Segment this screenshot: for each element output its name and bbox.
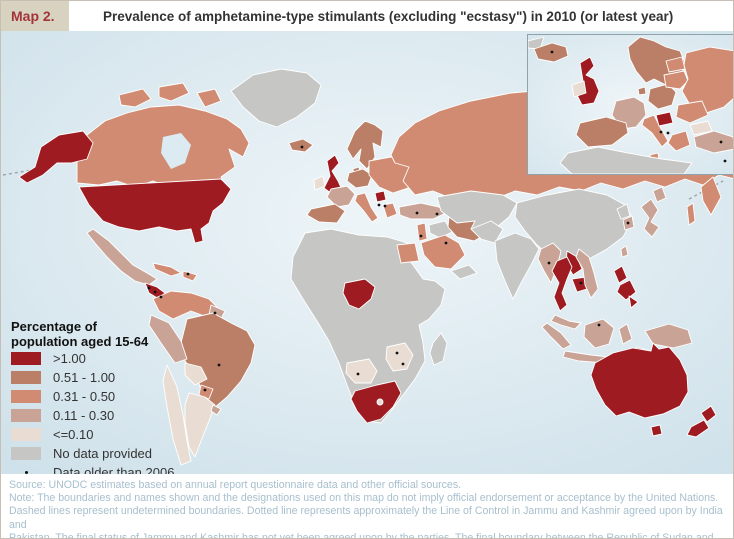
region-chile: [162, 364, 192, 466]
inset-romania-hungary: [675, 100, 709, 124]
legend-item: 0.11 - 0.30: [11, 406, 201, 425]
legend-item: 0.31 - 0.50: [11, 387, 201, 406]
region-iceland: [288, 138, 314, 153]
legend-swatch: [11, 352, 41, 365]
inset-bulgaria: [689, 120, 713, 136]
legend-item-label: 0.11 - 0.30: [53, 408, 115, 423]
inset-bosnia: [655, 111, 674, 127]
region-cuba: [152, 262, 182, 277]
region-madagascar: [429, 332, 448, 366]
region-south-africa: [350, 380, 402, 424]
inset-spain-portugal: [575, 116, 629, 148]
region-united-states: [78, 178, 232, 244]
region-scandinavia: [346, 120, 384, 170]
inset-turkey: [693, 130, 733, 154]
legend-swatch: [11, 428, 41, 441]
europe-inset: [527, 34, 733, 175]
region-vietnam: [575, 248, 599, 299]
figure-footer: Source: UNODC estimates based on annual …: [1, 474, 733, 539]
region-egypt: [396, 242, 420, 264]
legend-swatch: [11, 390, 41, 403]
region-thailand: [551, 256, 573, 312]
old-data-dot-icon: [11, 471, 41, 474]
legend-item: 0.51 - 1.00: [11, 368, 201, 387]
region-central-europe: [346, 168, 373, 189]
region-argentina: [184, 392, 216, 458]
inset-north-africa: [559, 146, 693, 175]
region-italy: [354, 192, 379, 223]
note-line: Pakistan. The final status of Jammu and …: [9, 531, 714, 539]
legend-item: <=0.10: [11, 425, 201, 444]
note-line: Note: The boundaries and names shown and…: [9, 492, 719, 505]
region-yemen-oman: [450, 264, 478, 280]
region-caribbean: [182, 270, 198, 282]
europe-inset-svg: [527, 35, 733, 175]
legend-item-label: No data provided: [53, 446, 153, 461]
legend-item: No data provided: [11, 444, 201, 463]
inset-poland: [663, 70, 689, 90]
hudson-bay: [161, 133, 191, 169]
region-greece: [382, 202, 398, 219]
legend-title-line2: population aged 15-64: [11, 334, 149, 349]
region-peru: [148, 314, 188, 364]
legend-item-label: >1.00: [53, 351, 86, 366]
region-levant: [416, 222, 428, 242]
region-tasmania: [650, 424, 663, 437]
source-line: Source: UNODC estimates based on annual …: [9, 479, 462, 491]
region-bolivia: [184, 362, 208, 386]
region-taiwan: [620, 245, 629, 258]
region-india: [494, 232, 540, 300]
region-ireland: [313, 175, 326, 191]
inset-ireland: [571, 80, 587, 98]
region-greenland: [230, 68, 322, 128]
region-france: [326, 185, 356, 208]
aleutian-islands-dashes: [2, 167, 44, 176]
map-legend: Percentage of population aged 15-64 >1.0…: [11, 319, 201, 482]
legend-item: >1.00: [11, 349, 201, 368]
legend-swatch: [11, 409, 41, 422]
region-namibia-botswana: [345, 358, 378, 384]
region-paraguay: [198, 384, 214, 400]
figure-title: Prevalence of amphetamine-type stimulant…: [103, 8, 674, 24]
region-australia: [590, 342, 689, 419]
legend-swatch: [11, 371, 41, 384]
region-canadian-arctic-islands: [118, 82, 222, 108]
region-north-korea: [616, 203, 631, 220]
inset-old-data-dots: [550, 50, 727, 163]
figure-header: Map 2. Prevalence of amphetamine-type st…: [1, 1, 733, 31]
legend-title-line1: Percentage of: [11, 319, 97, 334]
inset-denmark: [637, 86, 647, 96]
region-iraq: [428, 220, 453, 239]
region-alaska: [18, 130, 94, 184]
legend-item-label: 0.51 - 1.00: [53, 370, 116, 385]
legend-swatch: [11, 447, 41, 460]
old-data-dots: [147, 145, 630, 392]
region-russia-far-east: [686, 176, 722, 226]
region-japan: [640, 186, 667, 238]
region-china: [514, 188, 634, 264]
world-map: Percentage of population aged 15-64 >1.0…: [1, 31, 733, 480]
region-united-kingdom: [323, 154, 343, 195]
region-uruguay: [210, 404, 222, 416]
region-turkey: [398, 202, 447, 220]
map-number-badge: Map 2.: [1, 1, 71, 31]
region-nigeria: [342, 278, 376, 310]
legend-item-label: <=0.10: [53, 427, 94, 442]
region-saudi-arabia: [420, 234, 466, 270]
region-malaysia: [550, 314, 582, 330]
region-lesotho: [376, 398, 384, 406]
note-line: Dashed lines represent undetermined boun…: [9, 505, 723, 531]
legend-item-label: 0.31 - 0.50: [53, 389, 116, 404]
region-spain-portugal: [306, 203, 346, 224]
inset-greece: [667, 130, 691, 152]
region-new-zealand: [686, 405, 717, 438]
region-philippines: [613, 265, 639, 309]
region-bosnia: [374, 190, 387, 203]
region-zambia-zimbabwe: [385, 342, 414, 372]
region-pakistan-afghanistan: [470, 220, 504, 244]
